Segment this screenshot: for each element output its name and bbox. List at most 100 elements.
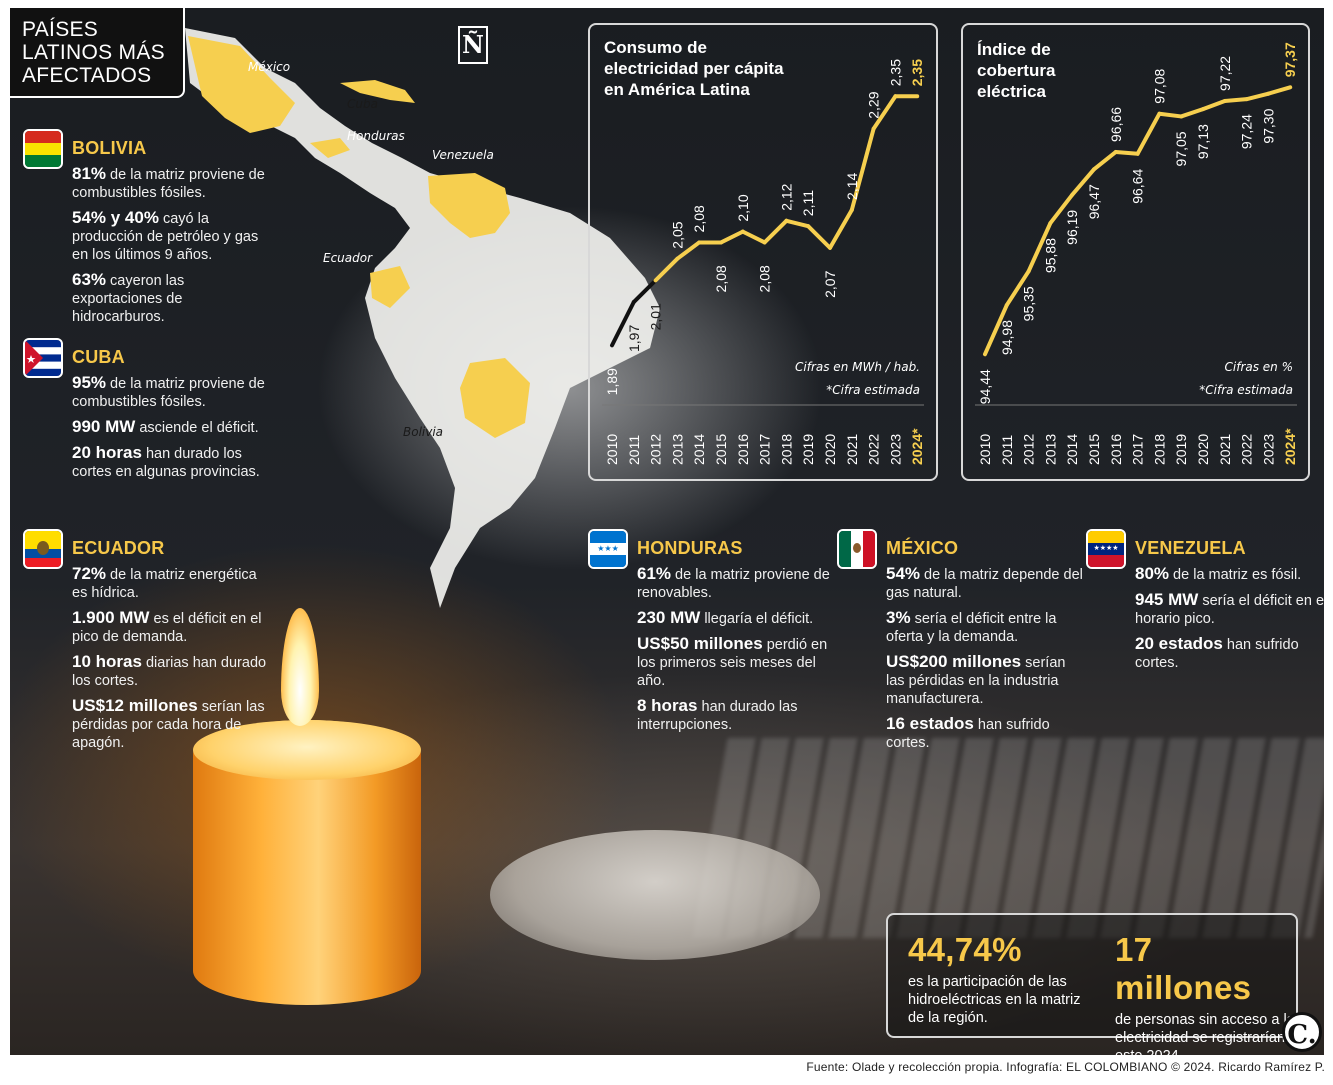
x-tick-label: 2024*: [1282, 428, 1298, 465]
fact-text: han sufrido cortes.: [1135, 637, 1299, 671]
chart-cobertura: Índice de cobertura eléctrica Cifras en …: [975, 40, 1298, 465]
x-tick-label: 2010: [604, 434, 620, 465]
country-fact: 20 horas han durado los cortes en alguna…: [72, 444, 272, 481]
series-line-segment: [1135, 111, 1162, 156]
fact-highlight: 10 horas: [72, 652, 142, 671]
x-tick-label: 2016: [1108, 434, 1124, 465]
country-facts: 61% de la matriz proviene de renovables.…: [637, 565, 837, 741]
series-line-segment: [828, 207, 854, 250]
chart-title-line: cobertura: [977, 61, 1056, 80]
x-tick-label: 2015: [713, 434, 729, 465]
country-fact: 230 MW llegaría el déficit.: [637, 609, 837, 628]
series-line-segment: [740, 229, 767, 245]
series-line-segment: [1222, 97, 1249, 103]
publication-logo-icon: Ñ: [458, 26, 488, 64]
data-label: 97,24: [1239, 114, 1255, 149]
x-tick-label: 2013: [669, 434, 685, 465]
country-fact: 1.900 MW es el déficit en el pico de dem…: [72, 609, 272, 646]
country-fact: 10 horas diarias han durado los cortes.: [72, 653, 272, 690]
data-label: 96,64: [1130, 169, 1146, 204]
fact-text: cayó la producción de petróleo y gas en …: [72, 211, 259, 263]
country-fact: 61% de la matriz proviene de renovables.: [637, 565, 837, 602]
fact-text: llegaría el déficit.: [700, 611, 814, 627]
fact-text: de la matriz depende del gas natural.: [886, 567, 1083, 601]
stat-desc-line: hidroeléctricas en la matriz: [908, 992, 1081, 1008]
cuba-highlight: [340, 80, 415, 103]
fact-highlight: 63%: [72, 270, 107, 289]
venezuela-flag-icon: ★★★★: [1086, 529, 1126, 569]
data-label: 97,05: [1173, 131, 1189, 166]
data-label: 2,10: [735, 194, 751, 221]
data-label: 94,98: [999, 320, 1015, 355]
fact-text: perdió en los primeros seis meses del añ…: [637, 637, 828, 689]
series-line-segment: [610, 300, 636, 348]
fact-text: sería el déficit en el horario pico.: [1135, 593, 1324, 627]
fact-text: cayeron las exportaciones de hidrocarbur…: [72, 273, 185, 325]
country-facts: 95% de la matriz proviene de combustible…: [72, 374, 272, 488]
fact-highlight: 230 MW: [637, 608, 701, 627]
country-fact: 990 MW asciende el déficit.: [72, 418, 272, 437]
fact-text: han durado las interrupciones.: [637, 699, 798, 733]
series-line-segment: [719, 229, 745, 245]
data-label: 2,08: [713, 265, 729, 292]
infographic-canvas: México Cuba Honduras Venezuela Ecuador B…: [10, 8, 1324, 1055]
country-fact: 20 estados han sufrido cortes.: [1135, 635, 1324, 672]
country-name: BOLIVIA: [72, 138, 147, 158]
data-label: 96,66: [1108, 107, 1124, 142]
data-label: 97,13: [1195, 124, 1211, 159]
map-label-ecuador: Ecuador: [323, 251, 373, 265]
data-label: 2,12: [778, 183, 794, 210]
chart-panel-cobertura: Índice de cobertura eléctrica Cifras en …: [961, 23, 1310, 481]
mouse-photo: [490, 830, 820, 960]
fact-highlight: 54%: [886, 564, 921, 583]
country-facts: 72% de la matriz energética es hídrica. 1…: [72, 565, 272, 759]
country-fact: 81% de la matriz proviene de combustible…: [72, 165, 272, 202]
x-tick-label: 2012: [648, 434, 664, 465]
data-label: 96,47: [1086, 184, 1102, 219]
fact-text: han sufrido cortes.: [886, 717, 1050, 751]
fact-highlight: 20 estados: [1135, 634, 1223, 653]
fact-highlight: 1.900 MW: [72, 608, 150, 627]
country-fact: 80% de la matriz es fósil.: [1135, 565, 1324, 584]
fact-highlight: 16 estados: [886, 714, 974, 733]
fact-highlight: US$12 millones: [72, 696, 198, 715]
country-facts: 80% de la matriz es fósil. 945 MW sería e…: [1135, 565, 1324, 679]
chart-estimate-note: *Cifra estimada: [826, 383, 920, 397]
series-line-segment: [653, 256, 680, 283]
x-tick-label: 2011: [999, 435, 1015, 465]
x-tick-label: 2020: [1195, 434, 1211, 465]
title-line: PAÍSES: [22, 18, 99, 41]
stat-people-without-access: 17 millones de personas sin acceso a la …: [1115, 931, 1296, 1055]
series-line-segment: [806, 224, 832, 250]
series-line-segment: [1201, 98, 1227, 112]
series-line-segment: [762, 218, 789, 245]
series-line-segment: [1157, 111, 1184, 119]
series-line-segment: [1092, 149, 1118, 172]
country-fact: 95% de la matriz proviene de combustible…: [72, 374, 272, 411]
fact-highlight: 81%: [72, 164, 107, 183]
honduras-highlight: [310, 138, 350, 158]
x-tick-label: 2022: [1239, 434, 1255, 465]
cuba-flag-icon: [23, 338, 63, 378]
country-name: ECUADOR: [72, 538, 165, 558]
x-tick-label: 2017: [757, 434, 773, 465]
country-fact: 8 horas han durado las interrupciones.: [637, 697, 837, 734]
x-tick-label: 2019: [800, 434, 816, 465]
venezuela-highlight: [428, 173, 510, 238]
map-label-mexico: México: [248, 60, 290, 74]
series-line-segment: [1026, 221, 1053, 274]
series-line-segment: [1048, 192, 1075, 226]
country-name: HONDURAS: [637, 538, 743, 558]
infographic-title: PAÍSES LATINOS MÁS AFECTADOS: [10, 8, 185, 98]
x-tick-label: 2022: [866, 434, 882, 465]
mexico-flag-icon: [837, 529, 877, 569]
x-tick-label: 2016: [735, 434, 751, 465]
stat-desc-line: electricidad se registrarían: [1115, 1030, 1286, 1046]
x-tick-label: 2013: [1042, 434, 1058, 465]
series-line-segment: [849, 126, 876, 212]
fact-text: de la matriz es fósil.: [1169, 567, 1302, 583]
series-line-segment: [1004, 269, 1031, 308]
x-tick-label: 2021: [844, 434, 860, 465]
fact-text: de la matriz energética es hídrica.: [72, 567, 257, 601]
x-tick-label: 2023: [1260, 434, 1276, 465]
